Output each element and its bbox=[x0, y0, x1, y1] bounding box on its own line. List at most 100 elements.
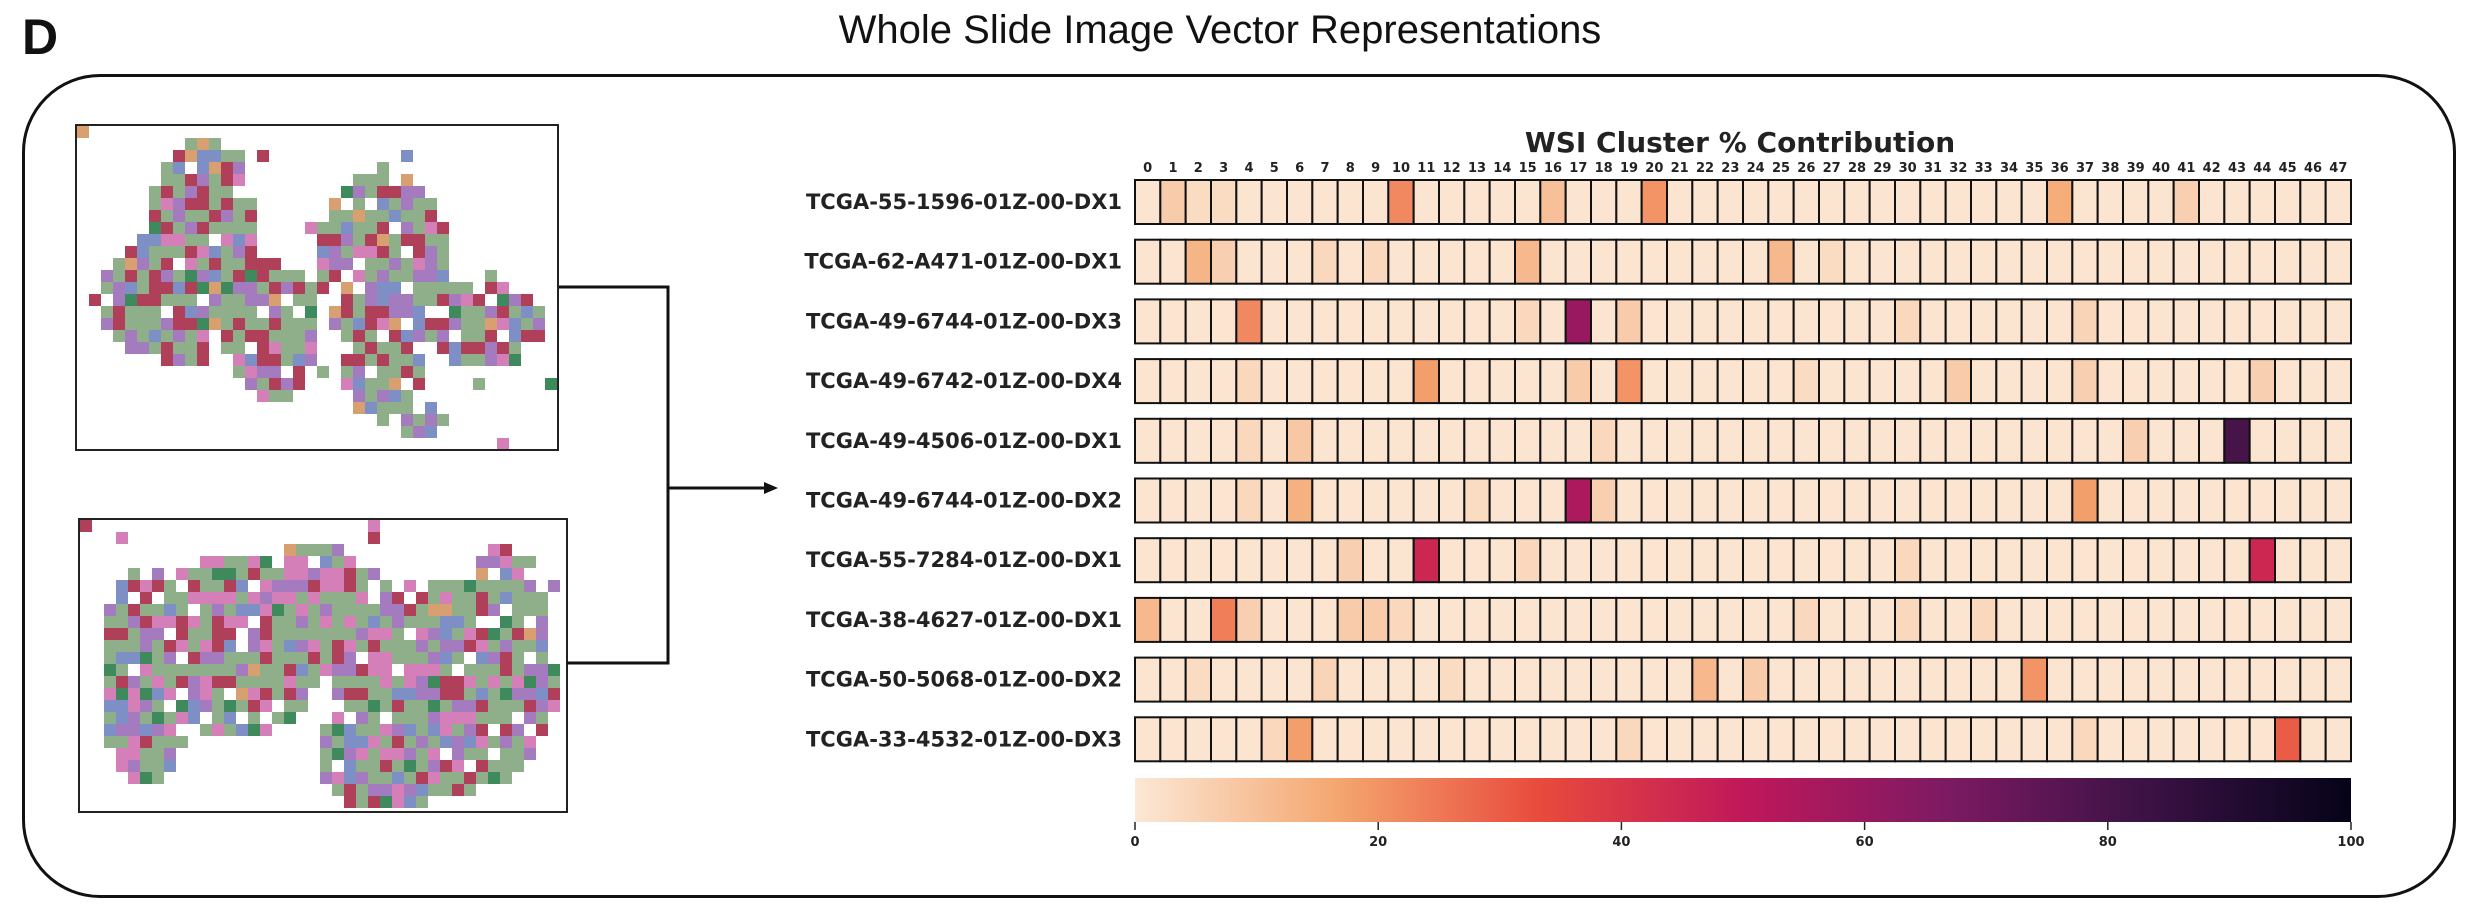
tissue-tile bbox=[500, 676, 512, 688]
tissue-tile bbox=[248, 556, 260, 568]
tissue-tile bbox=[416, 652, 428, 664]
tissue-tile bbox=[344, 760, 356, 772]
tissue-tile bbox=[377, 318, 389, 330]
tissue-tile bbox=[152, 628, 164, 640]
tissue-tile bbox=[221, 294, 233, 306]
heatmap-cell bbox=[1235, 477, 1263, 524]
tissue-tile bbox=[101, 270, 113, 282]
tissue-tile bbox=[284, 688, 296, 700]
tissue-tile bbox=[464, 784, 476, 796]
heatmap-cell bbox=[2248, 596, 2277, 643]
tissue-tile bbox=[257, 294, 269, 306]
heatmap-cell bbox=[1184, 596, 1212, 643]
tissue-tile bbox=[161, 246, 173, 258]
tissue-tile bbox=[272, 640, 284, 652]
heatmap-cell bbox=[1387, 298, 1415, 345]
heatmap-cell bbox=[1970, 179, 1998, 225]
heatmap-cell bbox=[2147, 417, 2175, 464]
tissue-tile bbox=[149, 198, 161, 210]
tissue-tile bbox=[248, 676, 260, 688]
tissue-tile bbox=[356, 628, 368, 640]
heatmap-cell bbox=[1362, 298, 1390, 345]
tissue-tile bbox=[212, 628, 224, 640]
tissue-tile bbox=[176, 736, 188, 748]
heatmap-cell bbox=[1564, 238, 1592, 285]
tissue-tile bbox=[308, 652, 320, 664]
heatmap-cell bbox=[2274, 298, 2302, 345]
tissue-tile bbox=[380, 784, 392, 796]
tissue-tile bbox=[224, 628, 236, 640]
tissue-tile bbox=[185, 138, 197, 150]
tissue-tile bbox=[116, 736, 128, 748]
tissue-tile bbox=[152, 652, 164, 664]
tissue-tile bbox=[284, 544, 296, 556]
heatmap-cell bbox=[1488, 716, 1516, 763]
tissue-tile bbox=[152, 712, 164, 724]
tissue-tile bbox=[476, 592, 488, 604]
tissue-tile bbox=[440, 640, 452, 652]
heatmap-cell bbox=[1210, 716, 1238, 763]
heatmap-cell bbox=[1564, 477, 1592, 524]
column-label: 6 bbox=[1295, 161, 1304, 176]
tissue-tile bbox=[308, 640, 320, 652]
tissue-tile bbox=[416, 760, 428, 772]
heatmap-cell bbox=[1514, 298, 1542, 345]
heatmap-cell bbox=[1286, 537, 1314, 584]
tissue-tile bbox=[524, 604, 536, 616]
heatmap-cell bbox=[1336, 358, 1364, 405]
tissue-tile bbox=[224, 664, 236, 676]
tissue-tile bbox=[257, 342, 269, 354]
tissue-tile bbox=[224, 616, 236, 628]
heatmap-cell bbox=[1792, 477, 1820, 524]
heatmap-cell bbox=[2172, 537, 2201, 584]
tissue-tile bbox=[113, 294, 125, 306]
tissue-tile bbox=[488, 676, 500, 688]
tissue-tile bbox=[392, 772, 404, 784]
tissue-tile bbox=[305, 306, 317, 318]
heatmap-cell bbox=[2096, 596, 2125, 643]
tissue-tile bbox=[428, 592, 440, 604]
tissue-tile bbox=[209, 162, 221, 174]
tissue-tile bbox=[413, 282, 425, 294]
heatmap-cell bbox=[2223, 417, 2251, 464]
tissue-tile bbox=[212, 580, 224, 592]
tissue-tile bbox=[401, 294, 413, 306]
tissue-tile bbox=[125, 246, 137, 258]
tissue-tile bbox=[536, 700, 548, 712]
tissue-tile bbox=[236, 556, 248, 568]
tissue-tile bbox=[476, 772, 488, 784]
tissue-tile bbox=[380, 604, 392, 616]
tissue-tile bbox=[224, 580, 236, 592]
tissue-tile bbox=[464, 676, 476, 688]
heatmap-cell bbox=[1387, 238, 1415, 285]
tissue-tile bbox=[428, 688, 440, 700]
tissue-tile bbox=[488, 736, 500, 748]
tissue-tile bbox=[356, 796, 368, 808]
tissue-tile bbox=[236, 604, 248, 616]
tissue-tile bbox=[221, 186, 233, 198]
heatmap-cell bbox=[2147, 596, 2175, 643]
heatmap-cell bbox=[1514, 417, 1542, 464]
tissue-tile bbox=[188, 712, 200, 724]
tissue-tile bbox=[428, 628, 440, 640]
tissue-tile bbox=[200, 724, 212, 736]
tissue-tile bbox=[293, 318, 305, 330]
heatmap-cell bbox=[1387, 358, 1415, 405]
tissue-tile bbox=[281, 270, 293, 282]
row-label: TCGA-55-7284-01Z-00-DX1 bbox=[806, 548, 1122, 572]
tissue-tile bbox=[464, 688, 476, 700]
tissue-tile bbox=[452, 724, 464, 736]
tissue-tile bbox=[356, 580, 368, 592]
tissue-tile bbox=[425, 246, 437, 258]
tissue-tile bbox=[269, 258, 281, 270]
tissue-tile bbox=[404, 604, 416, 616]
tissue-tile bbox=[353, 342, 365, 354]
heatmap-cell bbox=[1590, 179, 1618, 225]
tissue-tile bbox=[341, 210, 353, 222]
tissue-tile bbox=[437, 282, 449, 294]
heatmap-cell bbox=[1286, 417, 1314, 464]
tissue-tile bbox=[332, 616, 344, 628]
tissue-tile bbox=[548, 700, 560, 712]
heatmap-cell bbox=[1438, 298, 1466, 345]
